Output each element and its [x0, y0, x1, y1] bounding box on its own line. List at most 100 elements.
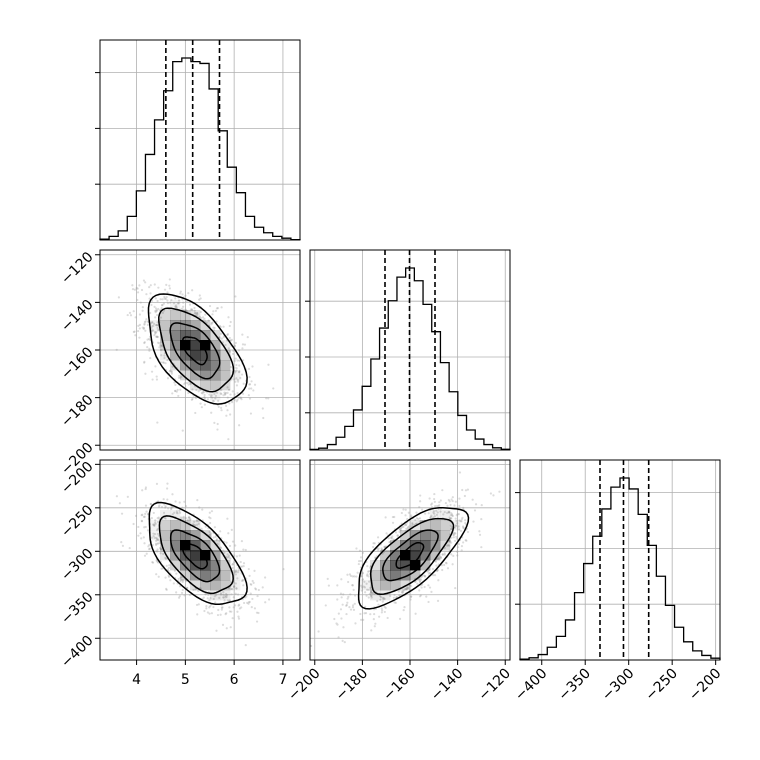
scatter-point	[157, 500, 160, 503]
scatter-point	[157, 505, 161, 508]
scatter-point	[238, 359, 241, 362]
scatter-point	[203, 320, 207, 323]
scatter-point	[197, 390, 200, 393]
scatter-point	[239, 396, 243, 399]
scatter-point	[185, 310, 189, 313]
scatter-point	[226, 409, 229, 412]
scatter-point	[117, 296, 120, 299]
scatter-point	[349, 574, 353, 577]
scatter-point	[237, 615, 240, 618]
scatter-point	[155, 330, 158, 334]
scatter-point	[404, 508, 407, 511]
scatter-point	[151, 329, 154, 332]
density-cell	[200, 380, 211, 391]
scatter-point	[226, 396, 229, 399]
scatter-point	[418, 517, 422, 520]
density-cell	[160, 510, 171, 521]
scatter-point	[363, 580, 366, 583]
scatter-point	[160, 345, 164, 348]
scatter-point	[411, 522, 414, 525]
scatter-point	[235, 587, 238, 590]
scatter-point	[194, 397, 197, 400]
scatter-point	[156, 520, 160, 523]
scatter-point	[231, 352, 235, 356]
scatter-point	[454, 586, 457, 590]
scatter-point	[187, 516, 191, 519]
scatter-point	[428, 586, 432, 589]
density-cell	[400, 560, 411, 571]
scatter-point	[151, 329, 154, 332]
scatter-point	[430, 590, 433, 593]
scatter-point	[166, 568, 169, 571]
scatter-point	[234, 573, 238, 576]
scatter-point	[239, 396, 242, 399]
scatter-point	[148, 543, 151, 546]
scatter-point	[257, 611, 260, 615]
scatter-point	[151, 561, 155, 564]
scatter-point	[154, 522, 157, 525]
scatter-point	[173, 389, 177, 392]
scatter-point	[367, 596, 370, 599]
scatter-point	[170, 506, 173, 509]
scatter-point	[351, 604, 355, 607]
scatter-point	[152, 523, 155, 526]
density-cell	[180, 520, 191, 531]
scatter-point	[154, 521, 157, 524]
scatter-point	[155, 378, 159, 381]
scatter-point	[231, 563, 234, 566]
scatter-point	[361, 586, 364, 589]
density-cell	[380, 580, 391, 591]
scatter-point	[458, 471, 462, 474]
scatter-point	[492, 494, 495, 497]
scatter-point	[196, 613, 199, 616]
scatter-point	[213, 326, 216, 330]
scatter-point	[410, 585, 413, 588]
scatter-point	[464, 519, 467, 522]
scatter-point	[380, 611, 383, 614]
density-cell	[190, 530, 201, 541]
scatter-point	[240, 373, 244, 376]
scatter-point	[228, 324, 231, 328]
scatter-point	[238, 370, 241, 373]
density-cell	[380, 550, 391, 561]
scatter-point	[165, 587, 168, 590]
scatter-point	[179, 576, 182, 579]
scatter-point	[427, 569, 430, 572]
scatter-point	[455, 535, 458, 538]
scatter-point	[200, 527, 203, 530]
scatter-point	[166, 487, 169, 490]
scatter-point	[351, 583, 354, 587]
scatter-point	[434, 560, 438, 563]
scatter-point	[226, 517, 229, 520]
scatter-point	[234, 357, 237, 360]
scatter-point	[156, 550, 159, 553]
scatter-point	[177, 596, 181, 599]
scatter-point	[155, 543, 158, 547]
scatter-point	[327, 584, 330, 587]
scatter-point	[458, 519, 461, 522]
scatter-point	[457, 528, 461, 531]
scatter-point	[148, 347, 151, 350]
scatter-point	[433, 500, 436, 503]
scatter-point	[400, 526, 403, 530]
scatter-point	[460, 549, 463, 552]
scatter-point	[230, 528, 233, 531]
scatter-point	[326, 577, 329, 580]
scatter-point	[456, 546, 460, 549]
scatter-panel-0-2	[99, 459, 301, 661]
scatter-point	[188, 518, 192, 521]
scatter-point	[194, 588, 197, 591]
scatter-point	[231, 588, 234, 591]
scatter-point	[441, 553, 444, 556]
scatter-point	[178, 585, 182, 588]
scatter-point	[364, 612, 368, 615]
scatter-point	[340, 617, 343, 620]
density-cell	[160, 320, 171, 331]
scatter-point	[220, 593, 223, 596]
panel-background	[100, 40, 300, 240]
scatter-point	[170, 370, 173, 374]
scatter-point	[406, 517, 409, 521]
scatter-point	[177, 376, 180, 379]
scatter-point	[428, 497, 431, 500]
scatter-point	[219, 613, 222, 616]
